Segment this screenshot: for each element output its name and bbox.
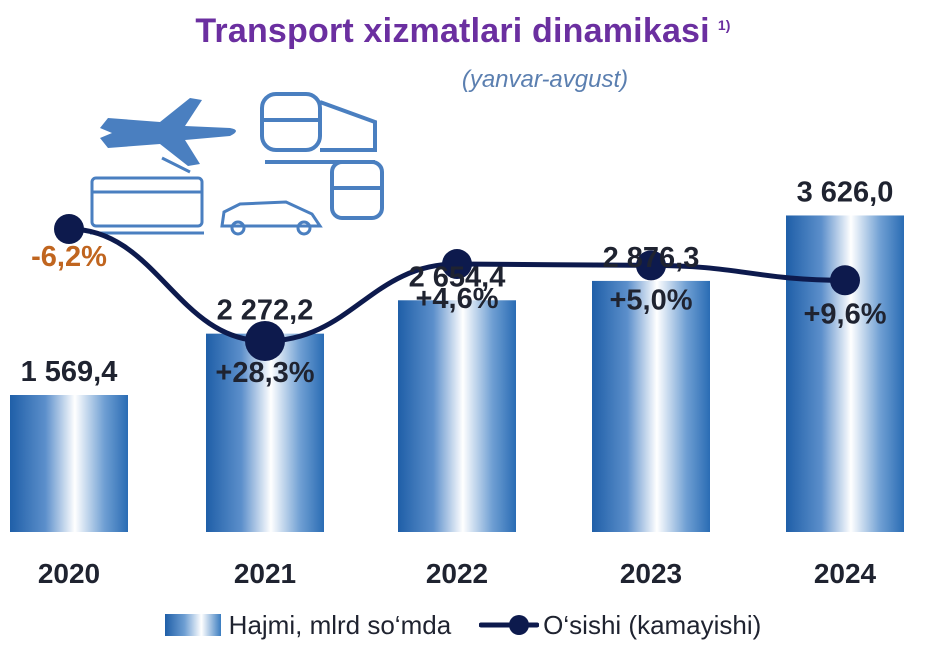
x-tick-label-2024: 2024 — [814, 558, 877, 589]
car-icon — [220, 200, 323, 236]
growth-point-2024 — [830, 265, 860, 296]
bar-value-label-2021: 2 272,2 — [217, 295, 314, 327]
x-tick-label-2020: 2020 — [38, 558, 100, 589]
legend-growth-label: O‘sishi (kamayishi) — [543, 609, 762, 640]
bar-2024 — [786, 215, 904, 532]
growth-label-2023: +5,0% — [609, 284, 692, 316]
growth-line-layer — [54, 214, 860, 361]
bar-value-label-2022: 2 654,4 — [409, 261, 506, 293]
labels-layer: 1 569,4 2020 2 272,2 2021 2 654,4 2022 2 876,3… — [21, 176, 894, 589]
bar-2023 — [592, 280, 710, 532]
legend-bar-swatch — [164, 614, 221, 636]
bar-2022 — [398, 300, 516, 532]
chart-title: Transport xizmatlari dinamikasi 1) — [0, 12, 926, 51]
growth-point-2022 — [442, 249, 472, 280]
growth-line — [68, 226, 846, 344]
bar-value-label-2024: 3 626,0 — [797, 176, 894, 208]
chart-subtitle: (yanvar-avgust) — [461, 66, 629, 93]
legend-item-growth: O‘sishi (kamayishi) — [479, 610, 761, 641]
growth-label-2024: +9,6% — [803, 298, 886, 330]
legend-volume-label: Hajmi, mlrd so‘mda — [228, 609, 452, 640]
bar-2020 — [10, 395, 128, 532]
bar-value-label-2023: 2 876,3 — [603, 242, 700, 274]
legend-item-volume: Hajmi, mlrd so‘mda — [164, 609, 452, 641]
chart-title-text: Transport xizmatlari dinamikasi — [195, 12, 710, 50]
bar-2021 — [206, 333, 324, 532]
growth-label-2020: -6,2% — [31, 241, 107, 273]
x-tick-label-2021: 2021 — [234, 558, 296, 589]
growth-label-2021: +28,3% — [215, 357, 314, 389]
bus-icon — [330, 160, 384, 220]
growth-point-2020 — [54, 214, 84, 244]
x-tick-label-2023: 2023 — [620, 558, 682, 589]
growth-point-2021 — [245, 321, 285, 361]
bar-value-label-2020: 1 569,4 — [21, 356, 118, 388]
footnote-marker: 1) — [717, 16, 731, 33]
airplane-icon — [100, 98, 236, 166]
growth-label-2022: +4,6% — [415, 283, 498, 315]
transport-icons — [90, 92, 384, 236]
growth-point-2023 — [636, 250, 666, 281]
bars-layer — [10, 215, 904, 532]
x-tick-label-2022: 2022 — [426, 558, 488, 589]
chart-legend: Hajmi, mlrd so‘mda O‘sishi (kamayishi) — [0, 605, 926, 645]
tram-icon — [90, 156, 204, 235]
legend-line-swatch — [479, 615, 540, 635]
